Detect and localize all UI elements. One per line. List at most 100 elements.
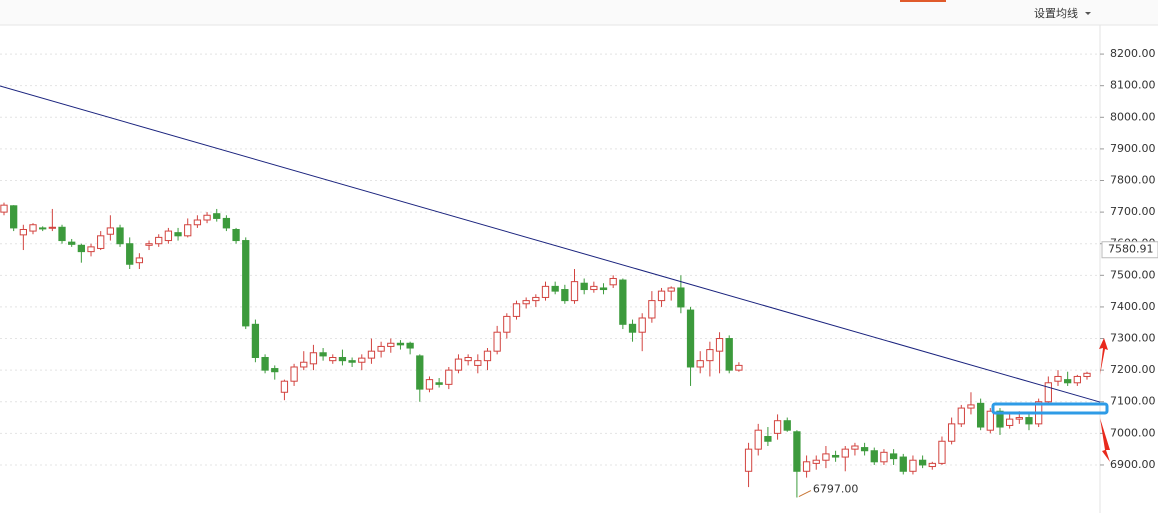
- candle-body: [1044, 382, 1052, 403]
- candle-body: [512, 303, 521, 317]
- candle-body: [880, 451, 888, 463]
- candle-body: [454, 358, 463, 371]
- candle-body: [406, 342, 414, 349]
- active-tab: [900, 0, 946, 2]
- arrow-down: [1100, 418, 1110, 462]
- candle-body: [155, 236, 163, 245]
- candle-body: [1073, 375, 1081, 384]
- candle-body: [551, 285, 559, 292]
- candle-body: [503, 315, 511, 333]
- candle-body: [580, 282, 588, 291]
- candle-body: [754, 429, 762, 450]
- arrow-up: [1099, 338, 1108, 375]
- candle-body: [725, 338, 733, 371]
- candle-body: [0, 204, 8, 213]
- candle-body: [609, 277, 617, 286]
- candle-body: [812, 459, 820, 464]
- candle-body: [648, 300, 656, 319]
- candle-body: [802, 461, 811, 472]
- trendline: [0, 85, 1101, 403]
- candle-body: [126, 243, 134, 265]
- candle-body: [1006, 418, 1014, 426]
- candle-body: [889, 453, 898, 460]
- candle-body: [715, 338, 724, 352]
- candle-body: [541, 285, 550, 298]
- candle-body: [464, 356, 472, 362]
- candle-body: [271, 368, 279, 373]
- candle-body: [425, 379, 434, 390]
- candle-body: [1015, 417, 1023, 420]
- candle-body: [928, 462, 936, 468]
- candle-body: [706, 349, 714, 362]
- y-tick-label: 7300.00: [1110, 332, 1156, 345]
- candle-body: [1025, 417, 1033, 425]
- candle-body: [638, 317, 646, 333]
- candle-body: [967, 404, 975, 409]
- candle-body: [1064, 379, 1072, 384]
- candle-body: [10, 205, 18, 229]
- candle-body: [590, 285, 598, 291]
- candle-body: [570, 281, 579, 302]
- y-tick-label: 7500.00: [1110, 268, 1156, 281]
- candle-body: [39, 227, 47, 230]
- candle-body: [667, 287, 675, 292]
- candle-body: [899, 456, 907, 472]
- candle-body: [106, 227, 115, 235]
- candle-body: [48, 226, 56, 229]
- candle-body: [1054, 375, 1062, 382]
- candle-body: [783, 420, 791, 431]
- y-tick-label: 7700.00: [1110, 205, 1156, 218]
- dropdown-arrow[interactable]: [1085, 12, 1091, 15]
- candle-body: [203, 214, 211, 221]
- candle-body: [396, 342, 405, 346]
- candle-body: [358, 357, 366, 363]
- candle-body: [841, 448, 849, 458]
- candle-body: [831, 454, 840, 458]
- candle-body: [860, 447, 869, 452]
- candle-body: [445, 369, 453, 385]
- candle-body: [986, 410, 994, 431]
- candle-body: [309, 352, 318, 365]
- candle-body: [300, 361, 308, 368]
- candle-body: [338, 356, 347, 362]
- candle-body: [909, 459, 917, 472]
- candle-body: [97, 235, 105, 249]
- candle-body: [87, 246, 95, 253]
- last-price-box: [1101, 241, 1158, 259]
- candle-body: [822, 453, 830, 461]
- last-price-label: 7580.91: [1108, 243, 1154, 256]
- y-tick-label: 8200.00: [1110, 47, 1156, 60]
- candle-body: [329, 356, 337, 362]
- candle-body: [68, 241, 76, 245]
- candle-body: [251, 323, 260, 358]
- candle-body: [348, 360, 356, 363]
- candle-body: [947, 423, 956, 442]
- candle-body: [619, 279, 627, 325]
- candle-body: [561, 289, 569, 302]
- candle-body: [280, 380, 289, 393]
- candle-body: [764, 436, 772, 442]
- candle-body: [793, 431, 801, 472]
- y-tick-label: 6900.00: [1110, 458, 1156, 471]
- candle-body: [599, 287, 608, 291]
- candle-body: [677, 287, 685, 308]
- candle-body: [387, 342, 395, 347]
- candle-body: [222, 217, 231, 229]
- candle-body: [242, 240, 250, 327]
- candle-body: [164, 230, 173, 242]
- candle-body: [773, 420, 782, 434]
- ma-button[interactable]: 设置均线: [1034, 6, 1078, 20]
- candle-body: [686, 309, 695, 368]
- candle-body: [367, 350, 376, 359]
- y-tick-label: 7000.00: [1110, 426, 1156, 439]
- candle-body: [29, 224, 37, 232]
- candle-body: [174, 232, 182, 237]
- candle-body: [996, 410, 1004, 428]
- candle-body: [116, 227, 124, 245]
- y-tick-label: 7900.00: [1110, 142, 1156, 155]
- candle-body: [213, 213, 221, 219]
- candle-body: [976, 402, 985, 428]
- y-tick-label: 7800.00: [1110, 174, 1156, 187]
- candle-body: [938, 440, 946, 464]
